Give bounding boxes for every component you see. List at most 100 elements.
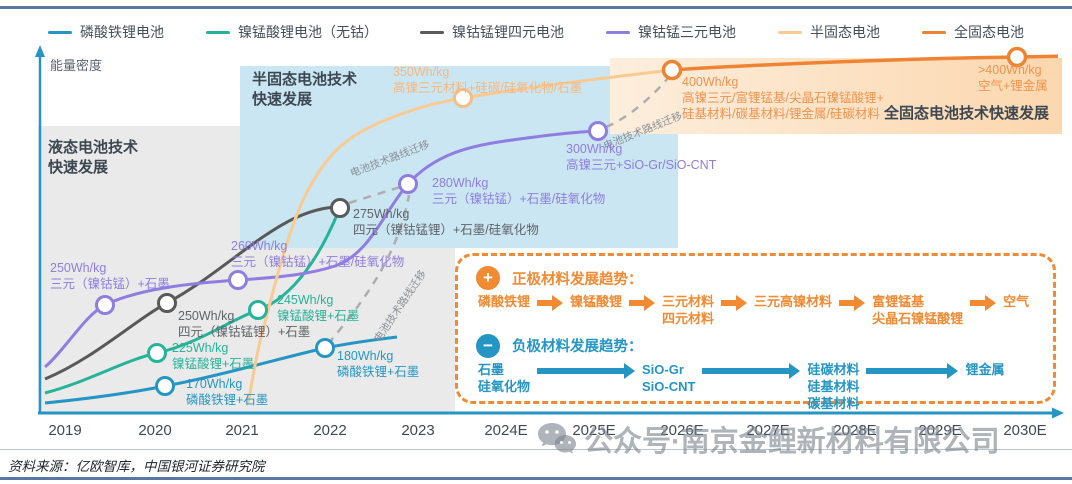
plus-icon: + [476,266,500,290]
cathode-step: 镍锰酸锂 [570,294,623,309]
top-rule [0,6,1072,9]
cathode-step: 磷酸铁锂 [478,294,531,309]
migration-dash-lfp-to-ternary [327,194,411,345]
point-lfp-180 [315,338,335,358]
chart-legend: 磷酸铁锂电池 镍锰酸锂电池（无钴） 镍钴锰锂四元电池 镍钴锰三元电池 半固态电池… [0,22,1072,42]
label-lfp-170: 170Wh/kg 磷酸铁锂+石墨 [186,377,269,407]
semi-solid-line-swatch [778,30,802,34]
line-lfp [44,335,398,405]
migration-dash-ternary-to-solid [605,77,669,129]
point-all-solid-gt400 [1006,46,1028,68]
x-axis-arrow-icon [1052,407,1064,419]
point-lnmo-225 [147,343,167,363]
legend-label: 半固态电池 [810,24,880,40]
cathode-step: 三元高镍材料 [754,294,833,309]
x-tick-2023: 2023 [401,422,435,439]
anode-step: 石墨 硅氧化物 [478,361,531,394]
label-lnmo-245: 245Wh/kg 镍锰酸锂+石墨 [277,293,360,323]
label-ternary-250: 250Wh/kg 三元（镍钴锰）+石墨 [50,261,170,291]
material-trends-box: + 正极材料发展趋势： 磷酸铁锂 镍锰酸锂 三元材料 四元材料 三元高镍材料 富… [455,253,1056,411]
cathode-step: 三元材料 四元材料 [662,294,715,326]
arrow-right-icon [866,362,959,379]
arrow-right-icon [839,295,866,311]
legend-label: 镍锰酸锂电池（无钴） [238,24,378,40]
legend-item-ternary: 镍钴锰三元电池 [606,22,736,42]
legend-item-lfp: 磷酸铁锂电池 [48,22,164,42]
anode-step: SiO-Gr SiO-CNT [642,361,696,394]
label-quaternary-250: 250Wh/kg 四元（镍钴锰锂）+石墨 [178,309,311,339]
x-tick-2026e: 2026E [660,422,704,439]
legend-label: 镍钴锰锂四元电池 [452,24,564,40]
source-note: 资料来源：亿欧智库，中国银河证券研究院 [8,459,265,474]
arrow-right-icon [537,295,564,311]
legend-item-all-solid: 全固态电池 [922,22,1024,42]
watermark: 公众号·南京金鲤新材料有限公司 [536,418,1000,460]
x-tick-2019: 2019 [48,422,82,439]
anode-step: 硅碳材料 硅基材料 碳基材料 [807,361,860,411]
legend-label: 全固态电池 [954,24,1024,40]
cathode-trend-title: 正极材料发展趋势： [512,271,643,288]
arrow-right-icon [537,362,636,379]
point-all-solid-400 [661,59,683,81]
x-tick-2030e: 2030E [1003,422,1047,439]
x-tick-2025e: 2025E [572,422,616,439]
x-tick-2022: 2022 [313,422,347,439]
x-tick-2027e: 2027E [746,422,790,439]
legend-item-semi-solid: 半固态电池 [778,22,880,42]
region-title-semi-solid: 半固态电池技术 快速发展 [252,71,358,109]
anode-trend-header: − 负极材料发展趋势： [476,333,1039,358]
legend-item-lnmo: 镍锰酸锂电池（无钴） [206,22,378,42]
label-ternary-260: 260Wh/kg 三元（镍钴锰）+石墨/硅氧化物 [231,239,405,269]
anode-step: 锂金属 [965,361,1005,377]
wechat-icon [538,423,576,454]
watermark-text: 公众号·南京金鲤新材料有限公司 [584,426,1000,458]
point-quaternary-275 [330,198,350,218]
legend-item-quaternary: 镍钴锰锂四元电池 [420,22,564,42]
point-lfp-170 [155,376,175,396]
y-axis-label: 能量密度 [50,58,103,73]
point-lnmo-245 [248,300,268,320]
x-tick-2024e: 2024E [484,422,528,439]
label-all-solid-gt400: >400Wh/kg 空气+锂金属 [978,63,1048,93]
label-lfp-180: 180Wh/kg 磷酸铁锂+石墨 [337,349,420,379]
legend-label: 磷酸铁锂电池 [80,24,164,40]
arrow-right-icon [629,295,656,311]
x-tick-2029e: 2029E [918,422,962,439]
line-semi-solid [246,68,673,405]
label-ternary-280: 280Wh/kg 三元（镍钴锰）+石墨/硅氧化物 [432,176,606,206]
x-tick-2021: 2021 [225,422,259,439]
label-semi-solid-350: 350Wh/kg 高镍三元材料+硅碳/硅氧化物/石墨 [393,65,583,95]
lnmo-line-swatch [206,30,230,34]
point-semi-solid-350 [453,88,473,108]
x-tick-2028e: 2028E [833,422,877,439]
label-quaternary-275: 275Wh/kg 四元（镍钴锰锂）+石墨/硅氧化物 [353,207,539,237]
ternary-line-swatch [606,30,630,34]
bottom-rule [0,477,1072,480]
y-axis-arrow-icon [35,45,45,57]
all-solid-line-swatch [922,30,946,34]
arrow-right-icon [702,362,801,379]
point-ternary-250 [95,295,115,315]
anode-trend-title: 负极材料发展趋势： [512,339,643,356]
cathode-step: 空气 [1003,294,1030,309]
region-title-all-solid: 全固态电池技术快速发展 [884,105,1050,122]
legend-label: 镍钴锰三元电池 [638,24,736,40]
region-title-liquid: 液态电池技术 快速发展 [48,139,139,177]
cathode-step: 富锂锰基 尖晶石镍锰酸锂 [872,294,964,326]
x-tick-2020: 2020 [138,422,172,439]
minus-icon: − [476,333,500,358]
line-lnmo [44,209,341,395]
line-quaternary [44,205,341,381]
anode-trend-chain: 石墨 硅氧化物 SiO-Gr SiO-CNT 硅碳材料 硅基材料 碳基材料 锂金… [478,362,1039,413]
cathode-trend-chain: 磷酸铁锂 镍锰酸锂 三元材料 四元材料 三元高镍材料 富锂锰基 尖晶石镍锰酸锂 … [478,294,1039,328]
cathode-trend-header: + 正极材料发展趋势： [476,266,1039,290]
point-ternary-300 [588,121,608,141]
point-ternary-260 [228,270,248,290]
point-ternary-280 [398,174,418,194]
arrow-right-icon [970,295,997,311]
footer-divider [0,449,1072,450]
arrow-right-icon [721,295,748,311]
lfp-line-swatch [48,30,72,34]
